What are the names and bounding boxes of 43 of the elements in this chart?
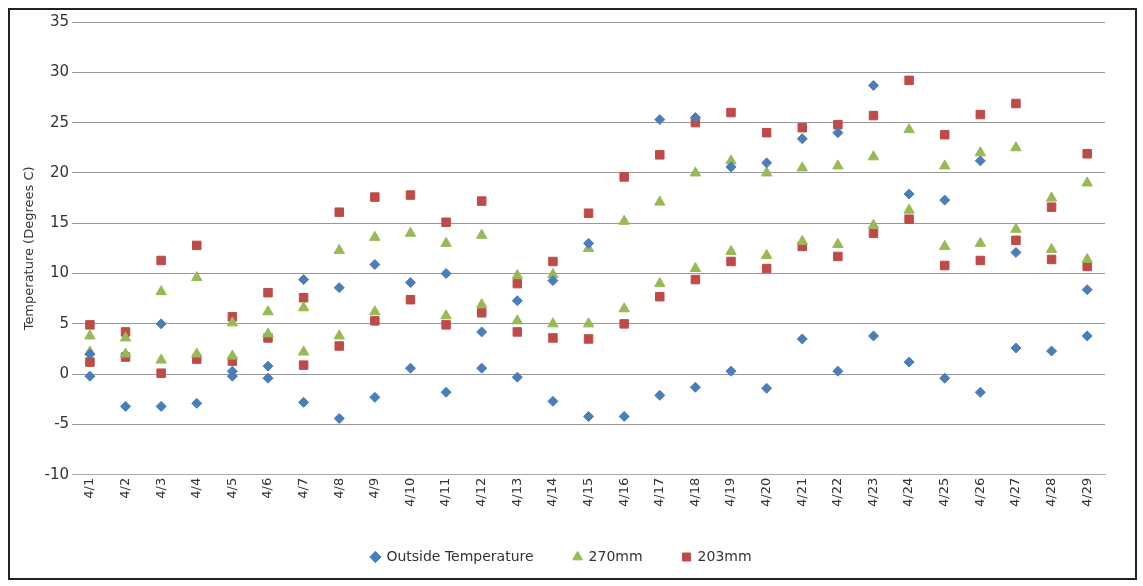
legend-label: 270mm (588, 547, 643, 564)
x-tick-label: 4/8 (330, 477, 346, 499)
x-tick-label: 4/4 (188, 477, 204, 499)
x-tick-label: 4/9 (366, 477, 382, 499)
x-tick-label: 4/12 (473, 477, 489, 508)
legend-label: 203mm (697, 547, 752, 564)
legend-label: Outside Temperature (386, 547, 534, 564)
x-tick-label: 4/3 (152, 477, 168, 499)
x-tick-label: 4/21 (793, 477, 809, 508)
x-tick-label: 4/23 (864, 477, 880, 508)
x-tick-label: 4/25 (936, 477, 952, 508)
x-tick-label: 4/10 (401, 477, 417, 508)
y-tick-label: 0 (59, 364, 70, 383)
x-tick-label: 4/2 (116, 477, 132, 499)
x-tick-label: 4/14 (544, 477, 560, 508)
y-tick-label: 15 (50, 213, 70, 232)
y-tick-label: 35 (50, 11, 70, 30)
x-tick-label: 4/1 (81, 477, 97, 499)
x-tick-label: 4/17 (651, 477, 667, 508)
x-tick-label: 4/20 (758, 477, 774, 508)
y-axis-title: Temperature (Degrees C) (21, 166, 37, 332)
x-tick-label: 4/13 (508, 477, 524, 508)
y-tick-label: 5 (59, 313, 70, 332)
x-tick-label: 4/15 (579, 477, 595, 508)
y-tick-label: -5 (54, 414, 70, 433)
x-tick-label: 4/29 (1078, 477, 1094, 508)
x-tick-label: 4/28 (1042, 477, 1058, 508)
y-tick-label: -10 (44, 464, 70, 483)
y-tick-label: 25 (50, 112, 70, 131)
x-tick-label: 4/22 (829, 477, 845, 508)
x-tick-label: 4/11 (437, 477, 453, 508)
x-tick-label: 4/6 (259, 477, 275, 499)
x-tick-label: 4/27 (1007, 477, 1023, 508)
y-tick-label: 20 (50, 162, 70, 181)
x-tick-label: 4/18 (686, 477, 702, 508)
y-tick-label: 10 (50, 263, 70, 282)
x-tick-label: 4/24 (900, 477, 916, 508)
x-tick-label: 4/5 (223, 477, 239, 499)
x-tick-label: 4/26 (971, 477, 987, 508)
x-tick-label: 4/19 (722, 477, 738, 508)
y-tick-label: 30 (50, 62, 70, 81)
x-tick-label: 4/16 (615, 477, 631, 508)
x-tick-label: 4/7 (294, 477, 310, 499)
